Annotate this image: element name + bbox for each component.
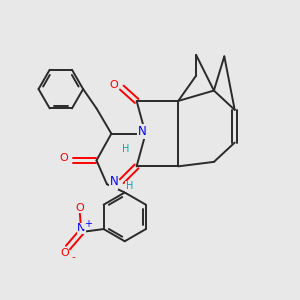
Text: N: N — [138, 125, 146, 138]
Text: +: + — [84, 219, 92, 229]
Text: O: O — [109, 179, 118, 189]
Text: O: O — [76, 203, 84, 213]
Text: O: O — [60, 248, 69, 258]
Text: O: O — [109, 80, 118, 90]
Text: H: H — [122, 143, 129, 154]
Text: O: O — [59, 153, 68, 163]
Text: H: H — [125, 181, 133, 191]
Text: N: N — [110, 175, 119, 188]
Text: -: - — [71, 252, 75, 262]
Text: N: N — [77, 224, 86, 233]
